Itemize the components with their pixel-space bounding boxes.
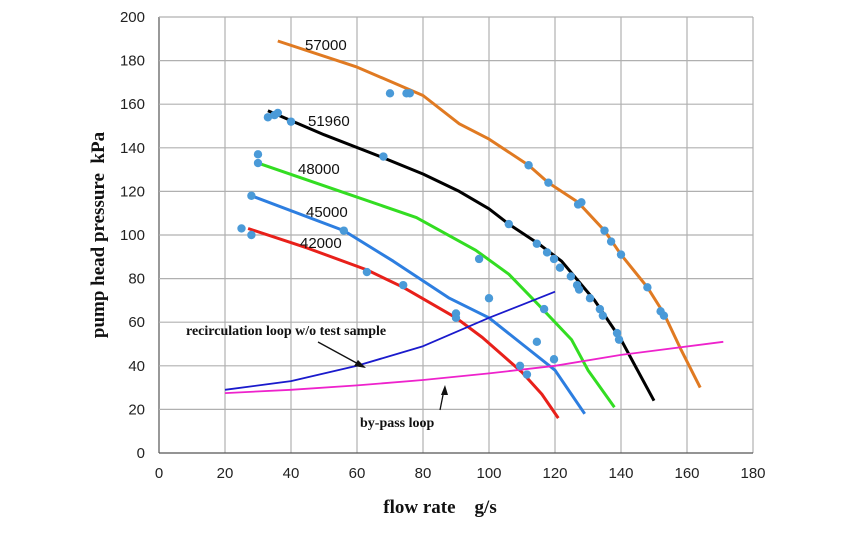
series-label-57000: 57000: [305, 37, 347, 54]
data-point-51960: [504, 219, 513, 229]
x-tick-label: 60: [349, 465, 366, 482]
x-tick-label: 160: [674, 465, 699, 482]
data-point-48000: [253, 150, 263, 159]
data-point-45000: [339, 226, 348, 235]
y-tick-label: 120: [120, 183, 145, 200]
series-label-48000: 48000: [298, 161, 340, 178]
series-line-recirculation-loop-w-o-test-sample: [224, 290, 556, 391]
data-point-51960: [585, 294, 595, 303]
annotation-bypass: by-pass loop: [360, 416, 435, 431]
series-line-by-pass-loop: [224, 340, 724, 394]
data-point-51960: [286, 117, 296, 126]
data-point-48000: [539, 304, 549, 314]
x-tick-label: 0: [155, 465, 163, 482]
data-point-42000: [237, 224, 246, 233]
data-point-57000: [524, 161, 533, 170]
data-point-57000: [577, 198, 586, 207]
data-point-57000: [405, 89, 414, 98]
data-point-51960: [532, 239, 542, 248]
data-point-51960: [542, 248, 552, 257]
y-tick-label: 100: [120, 227, 145, 244]
data-point-51960: [273, 108, 282, 118]
y-tick-label: 40: [128, 358, 145, 375]
series-layer: [224, 39, 724, 419]
data-point-51960: [595, 304, 605, 314]
data-point-57000: [385, 89, 395, 98]
series-label-45000: 45000: [306, 204, 348, 221]
data-point-51960: [574, 285, 584, 294]
data-point-45000: [247, 191, 256, 200]
y-tick-label: 60: [128, 314, 145, 331]
data-point-57000: [616, 250, 626, 259]
x-tick-label: 80: [415, 465, 432, 482]
data-point-45000: [549, 355, 559, 364]
y-tick-label: 180: [120, 53, 145, 70]
y-tick-label: 160: [120, 96, 145, 113]
data-point-57000: [643, 283, 652, 292]
data-point-51960: [612, 328, 622, 338]
x-tick-label: 180: [740, 465, 765, 482]
data-point-42000: [522, 370, 532, 379]
data-point-51960: [549, 254, 559, 264]
x-tick-label: 120: [542, 465, 567, 482]
data-point-51960: [566, 272, 576, 281]
data-point-42000: [399, 280, 408, 290]
data-point-51960: [555, 263, 565, 272]
data-point-48000: [474, 254, 484, 264]
y-tick-label: 80: [128, 271, 145, 288]
annotation-arrowhead-recirculation: [354, 360, 366, 368]
data-point-45000: [532, 337, 542, 347]
series-line-48000: [257, 161, 616, 409]
x-tick-label: 100: [476, 465, 501, 482]
data-point-42000: [247, 230, 256, 240]
series-label-51960: 51960: [308, 113, 350, 130]
data-point-57000: [659, 311, 669, 320]
y-tick-label: 140: [120, 140, 145, 157]
data-point-45000: [484, 294, 494, 303]
series-label-42000: 42000: [300, 235, 342, 252]
data-point-42000: [515, 361, 525, 370]
data-point-51960: [614, 335, 624, 344]
x-axis-label: flow rate g/s: [383, 497, 496, 518]
data-point-42000: [451, 313, 461, 323]
tick-labels: 0 20 40 60 80 100 120 140 160 180 0 20 40 60 80 100 120 1…: [120, 9, 766, 482]
annotation-arrowhead-bypass: [441, 385, 448, 395]
x-tick-label: 40: [283, 465, 300, 482]
x-tick-label: 20: [217, 465, 234, 482]
annotation-recirculation: recirculation loop w/o test sample: [186, 324, 386, 339]
marker-layer: [237, 89, 669, 379]
data-point-57000: [606, 237, 616, 246]
data-point-42000: [362, 267, 372, 277]
data-point-51960: [379, 152, 388, 161]
x-tick-label: 140: [608, 465, 633, 482]
data-point-57000: [600, 226, 609, 235]
y-axis-label: pump head pressure kPa: [88, 131, 109, 338]
data-point-48000: [253, 158, 263, 168]
y-tick-label: 0: [137, 445, 145, 462]
data-point-51960: [263, 113, 273, 122]
y-tick-label: 200: [120, 9, 145, 26]
data-point-51960: [598, 311, 608, 320]
y-tick-label: 20: [128, 401, 145, 418]
data-point-57000: [544, 178, 553, 187]
annotation-arrow-recirculation: [317, 341, 363, 367]
series-line-42000: [247, 227, 560, 419]
